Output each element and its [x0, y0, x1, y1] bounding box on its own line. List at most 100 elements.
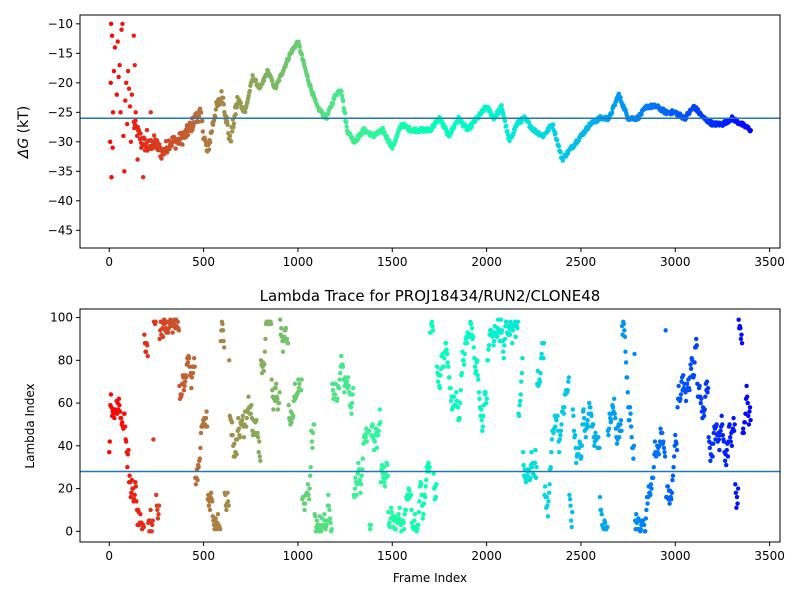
lambda-point: [537, 379, 543, 384]
delta-g-point: [117, 62, 122, 68]
lambda-point: [599, 512, 604, 517]
lambda-point: [240, 413, 246, 419]
lambda-point: [297, 381, 302, 387]
delta-g-point: [519, 120, 524, 125]
lambda-point: [420, 516, 426, 521]
lambda-point: [217, 526, 223, 532]
delta-g-y-axis-label: ΔG (kT): [16, 106, 32, 159]
lambda-point: [447, 375, 452, 380]
lambda-point: [469, 326, 475, 331]
lambda-point: [665, 484, 671, 489]
delta-g-point: [505, 129, 510, 134]
lambda-point: [358, 482, 364, 487]
lambda-point: [326, 503, 332, 508]
lambda-y-axis-label: Lambda Index: [23, 383, 37, 468]
x-tick-label: 1500: [377, 549, 408, 563]
lambda-point: [389, 509, 394, 515]
lambda-point: [480, 424, 486, 429]
lambda-point: [609, 417, 614, 423]
lambda-point: [459, 370, 465, 376]
lambda-point: [305, 482, 311, 487]
lambda-point: [539, 351, 544, 357]
lambda-point: [368, 522, 373, 528]
delta-g-point: [135, 157, 140, 162]
lambda-point: [519, 379, 524, 384]
lambda-point: [486, 343, 492, 348]
y-tick-label: 80: [58, 353, 73, 367]
lambda-point: [481, 413, 486, 419]
delta-g-point: [231, 121, 237, 126]
lambda-point: [702, 407, 707, 412]
lambda-point: [349, 400, 355, 406]
lambda-point: [126, 447, 131, 453]
lambda-point: [746, 422, 752, 427]
lambda-point: [357, 477, 363, 483]
lambda-point: [207, 507, 213, 513]
lambda-point: [454, 390, 459, 395]
lambda-point: [699, 396, 704, 401]
lambda-point: [722, 458, 728, 463]
lambda-point: [520, 450, 526, 455]
lambda-point: [744, 394, 750, 399]
lambda-point: [612, 411, 617, 416]
delta-g-point: [748, 128, 753, 133]
delta-g-point: [246, 93, 251, 98]
x-tick-label: 2500: [566, 549, 597, 563]
lambda-point: [423, 484, 428, 489]
delta-g-point: [558, 150, 563, 155]
lambda-point: [579, 454, 584, 459]
lambda-point: [541, 341, 547, 346]
x-tick-label: 1000: [283, 549, 314, 563]
lambda-point: [204, 424, 210, 429]
delta-g-point: [301, 58, 306, 64]
lambda-point: [652, 439, 658, 444]
lambda-point: [568, 503, 573, 508]
lambda-point: [625, 390, 630, 395]
lambda-point: [424, 477, 429, 483]
lambda-point: [308, 464, 313, 470]
delta-g-point: [339, 89, 344, 94]
lambda-point: [638, 526, 643, 532]
lambda-point: [631, 443, 637, 449]
lambda-point: [122, 411, 127, 416]
lambda-point: [728, 439, 733, 444]
delta-g-point: [286, 55, 292, 61]
lambda-point: [744, 383, 749, 389]
lambda-point: [185, 360, 191, 365]
lambda-point: [681, 373, 686, 378]
delta-g-point: [133, 118, 138, 123]
lambda-point: [557, 450, 562, 455]
lambda-point: [596, 435, 601, 440]
delta-g-point: [111, 68, 117, 74]
lambda-point: [461, 362, 467, 367]
lambda-point: [257, 454, 263, 459]
lambda-point: [155, 516, 161, 521]
lambda-point: [370, 422, 375, 427]
delta-g-point: [167, 146, 172, 152]
lambda-point: [746, 413, 751, 419]
lambda-point: [367, 526, 373, 532]
lambda-point: [275, 407, 281, 412]
lambda-point: [189, 385, 194, 391]
lambda-point: [662, 450, 667, 455]
lambda-point: [622, 328, 627, 333]
lambda-point: [517, 398, 523, 404]
lambda-point: [249, 402, 254, 408]
lambda-point: [132, 492, 137, 498]
delta-g-y-axis-symbol: ΔG: [16, 138, 32, 160]
lambda-point: [170, 330, 175, 335]
lambda-point: [471, 345, 476, 350]
lambda-point: [660, 430, 665, 436]
lambda-point: [572, 432, 578, 438]
y-tick-label: −40: [48, 194, 73, 208]
lambda-point: [313, 514, 318, 519]
delta-g-point: [138, 131, 143, 136]
delta-g-point: [125, 68, 131, 74]
lambda-point: [606, 426, 612, 431]
delta-g-point: [240, 104, 245, 110]
lambda-point: [244, 415, 249, 421]
lambda-point: [716, 437, 722, 442]
lambda-point: [591, 422, 596, 427]
delta-g-point: [556, 144, 562, 149]
lambda-point: [244, 424, 249, 429]
